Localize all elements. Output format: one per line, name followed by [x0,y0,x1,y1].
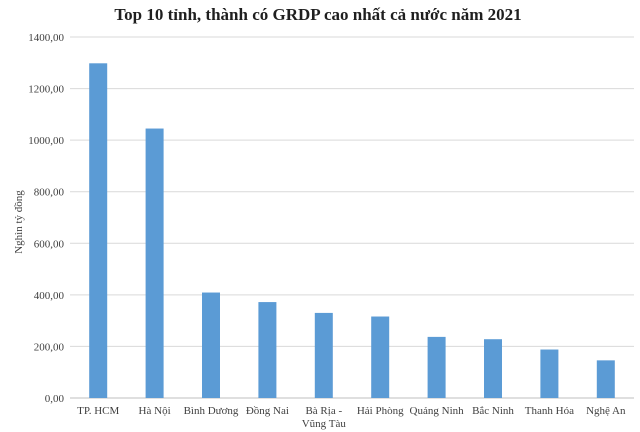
y-axis-ticks: 0,00 200,00 400,00 600,00 800,00 1000,00 1200,… [28,32,64,405]
x-tick-label: Hải Phòng [357,405,404,417]
x-tick-label: Nghệ An [586,405,626,417]
bar [596,360,615,398]
bar [89,63,108,399]
y-axis-label: Nghìn tỷ đồng [13,190,25,254]
x-tick-label: Bà Rịa - [305,405,342,417]
bar [258,302,277,398]
x-tick-label: Thanh Hóa [525,405,574,417]
bar [371,316,390,398]
x-tick-label: Quảng Ninh [410,405,465,417]
y-tick-label: 1000,00 [28,135,64,147]
x-tick-label: Đồng Nai [246,405,289,417]
x-axis-ticks: TP. HCM Hà Nội Bình Dương Đồng Nai Bà Rịa -V… [77,405,626,430]
x-tick-label: Bắc Ninh [472,405,514,417]
bar [145,128,164,398]
bar [540,349,559,398]
x-tick-label: TP. HCM [77,405,119,417]
x-tick-label: Bình Dương [184,405,239,417]
y-tick-label: 1200,00 [28,84,64,96]
bar [202,292,220,398]
bar [484,339,502,398]
y-tick-label: 800,00 [34,187,65,199]
y-tick-label: 600,00 [34,238,65,250]
bar [314,312,333,398]
bar [427,336,446,398]
gridlines [70,36,634,399]
x-tick-label: Vũng Tàu [302,418,347,430]
y-tick-label: 1400,00 [28,32,64,44]
bars [89,63,615,399]
y-tick-label: 400,00 [34,290,65,302]
chart-title: Top 10 tỉnh, thành có GRDP cao nhất cả n… [114,5,521,24]
x-tick-label: Hà Nội [139,405,171,417]
y-tick-label: 0,00 [45,393,65,405]
y-tick-label: 200,00 [34,341,65,353]
